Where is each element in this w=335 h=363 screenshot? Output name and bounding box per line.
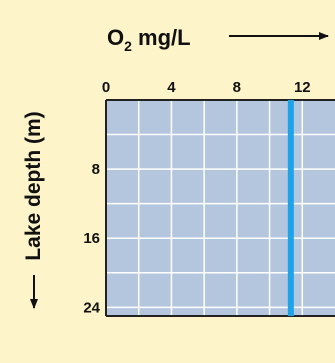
y-tick-label: 8 [92, 161, 100, 178]
x-tick-label: 0 [102, 79, 110, 96]
x-tick-label: 4 [167, 79, 176, 96]
y-tick-labels: 8 16 24 [83, 161, 100, 316]
x-tick-label: 8 [233, 79, 241, 96]
y-tick-label: 24 [83, 299, 100, 316]
y-tick-label: 16 [83, 230, 100, 247]
plot-background [106, 100, 335, 316]
y-axis-title: Lake depth (m) [22, 111, 45, 260]
x-tick-labels: 0 4 8 12 [102, 79, 311, 96]
x-axis-title: O2 mg/L [107, 25, 191, 54]
plot-area [105, 99, 335, 317]
x-tick-label: 12 [294, 79, 311, 96]
